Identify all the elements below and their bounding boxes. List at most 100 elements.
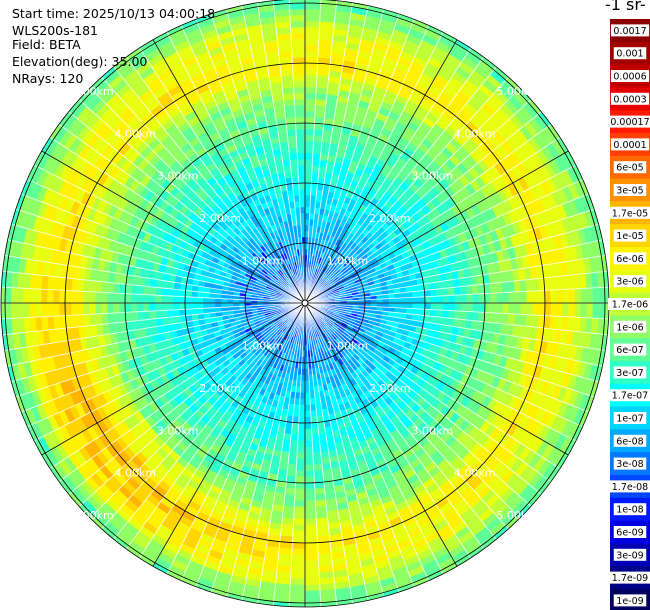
beta-cell <box>190 594 209 606</box>
beta-cell <box>562 302 570 318</box>
beta-cell <box>571 461 586 480</box>
beta-cell <box>43 510 61 529</box>
beta-cell <box>478 302 486 313</box>
beta-cell <box>466 574 486 590</box>
beta-cell <box>1 418 10 438</box>
beta-cell <box>463 22 482 37</box>
beta-cell <box>313 463 323 471</box>
beta-cell <box>291 554 306 562</box>
beta-cell <box>170 598 190 607</box>
beta-cell <box>504 539 523 556</box>
beta-cell <box>206 599 225 607</box>
beta-cell <box>551 98 568 117</box>
beta-cell <box>385 0 404 7</box>
beta-cell <box>418 290 426 298</box>
beta-cell <box>297 440 306 448</box>
beta-cell <box>83 314 91 327</box>
beta-cell <box>291 422 299 430</box>
beta-cell <box>316 69 330 77</box>
beta-cell <box>582 158 596 177</box>
beta-cell <box>538 65 555 83</box>
beta-cell <box>585 137 600 157</box>
beta-cell <box>488 545 506 561</box>
beta-cell <box>557 115 572 134</box>
beta-cell <box>48 506 65 525</box>
beta-cell <box>593 434 607 454</box>
beta-cell <box>294 488 306 496</box>
beta-cell <box>27 479 44 498</box>
beta-cell <box>423 604 442 607</box>
beta-cell <box>448 302 456 312</box>
beta-cell <box>538 302 546 316</box>
beta-cell <box>424 296 432 304</box>
beta-cell <box>290 560 306 568</box>
beta-cell <box>304 428 313 436</box>
beta-cell <box>442 310 450 319</box>
beta-cell <box>2 416 15 436</box>
beta-cell <box>315 499 327 507</box>
beta-cell <box>312 445 321 454</box>
beta-cell <box>418 0 438 13</box>
beta-cell <box>514 291 522 304</box>
beta-cell <box>292 416 300 424</box>
beta-cell <box>394 297 402 304</box>
beta-cell <box>304 452 314 460</box>
beta-cell <box>304 110 316 118</box>
beta-cell <box>484 293 492 304</box>
beta-cell <box>304 86 317 94</box>
beta-cell <box>8 432 22 451</box>
beta-cell <box>449 14 468 28</box>
beta-cell <box>568 288 576 304</box>
beta-cell <box>459 285 467 296</box>
beta-cell <box>79 523 97 540</box>
beta-cell <box>488 45 506 61</box>
beta-cell <box>466 293 474 304</box>
beta-cell <box>519 279 527 292</box>
beta-cell <box>507 313 515 326</box>
beta-cell <box>296 458 306 466</box>
beta-cell <box>454 294 462 304</box>
beta-cell <box>418 308 426 316</box>
beta-cell <box>581 119 597 139</box>
beta-cell <box>304 146 314 154</box>
beta-cell <box>525 536 543 553</box>
beta-cell <box>239 602 258 607</box>
beta-cell <box>67 536 85 553</box>
beta-cell <box>418 593 438 606</box>
beta-cell <box>501 55 519 72</box>
beta-cell <box>412 302 420 310</box>
beta-cell <box>304 470 315 478</box>
beta-cell <box>576 122 592 142</box>
beta-cell <box>436 288 444 297</box>
beta-cell <box>598 287 606 304</box>
beta-cell <box>430 295 438 304</box>
beta-cell <box>304 176 312 184</box>
beta-cell <box>289 440 298 448</box>
beta-cell <box>547 102 563 120</box>
beta-cell <box>304 38 320 46</box>
beta-cell <box>588 432 602 451</box>
beta-cell <box>495 35 513 52</box>
beta-cell <box>507 280 515 293</box>
beta-cell <box>472 302 480 313</box>
beta-cell <box>75 527 93 545</box>
beta-cell <box>1 334 3 353</box>
beta-cell <box>589 173 603 192</box>
beta-cell <box>304 122 315 130</box>
beta-cell <box>592 287 600 304</box>
beta-cell <box>285 475 297 483</box>
beta-cell <box>315 505 328 513</box>
beta-cell <box>561 91 578 110</box>
beta-cell <box>304 170 313 178</box>
beta-cell <box>293 506 306 514</box>
beta-cell <box>466 302 474 313</box>
beta-cell <box>304 416 312 424</box>
beta-cell <box>545 81 562 100</box>
beta-cell <box>304 398 311 406</box>
beta-cell <box>385 599 404 607</box>
beta-cell <box>124 574 144 590</box>
beta-cell <box>502 302 510 314</box>
beta-cell <box>136 588 156 603</box>
beta-cell <box>304 152 314 160</box>
beta-cell <box>312 146 322 155</box>
